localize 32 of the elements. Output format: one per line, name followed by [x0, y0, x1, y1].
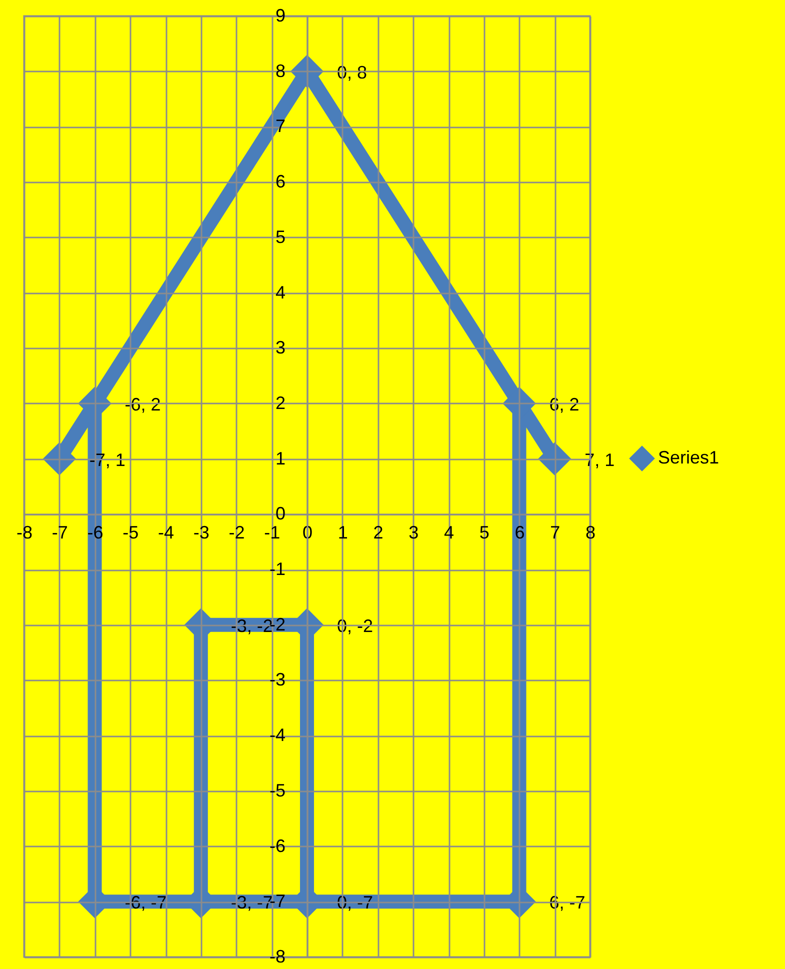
x-tick-label: -3 [193, 522, 210, 543]
x-tick-label: 8 [585, 522, 596, 543]
y-tick-label: -5 [269, 780, 286, 800]
x-tick-label: 4 [444, 522, 454, 543]
y-tick-label: -7 [269, 891, 286, 912]
data-label: -7, 1 [89, 450, 126, 470]
x-tick-label: -5 [122, 522, 139, 543]
legend-label: Series1 [658, 448, 720, 468]
y-tick-label: 0 [275, 504, 286, 524]
y-tick-label: -1 [269, 559, 286, 580]
y-tick-label: 1 [275, 448, 286, 468]
x-tick-label: 5 [479, 522, 490, 543]
y-tick-label: -8 [269, 946, 286, 966]
y-tick-label: 6 [275, 172, 286, 192]
x-tick-label: -2 [228, 522, 245, 543]
x-tick-label: 2 [373, 522, 384, 543]
x-tick-label: 3 [408, 522, 419, 543]
y-tick-label: 5 [275, 226, 286, 247]
y-tick-label: 4 [275, 282, 286, 302]
y-tick-label: 8 [275, 60, 286, 81]
x-tick-label: 7 [550, 522, 560, 543]
y-tick-label: 3 [275, 338, 286, 358]
x-tick-label: 6 [514, 522, 525, 543]
x-tick-label: -7 [52, 522, 68, 543]
x-tick-label: -4 [158, 522, 174, 543]
y-tick-label: -4 [269, 725, 286, 746]
x-tick-label: -8 [16, 522, 33, 543]
y-tick-label: -6 [269, 836, 286, 856]
y-tick-label: 9 [275, 6, 286, 26]
y-tick-label: 2 [275, 392, 286, 413]
y-tick-label: -3 [269, 670, 286, 690]
x-tick-label: 1 [338, 522, 348, 543]
